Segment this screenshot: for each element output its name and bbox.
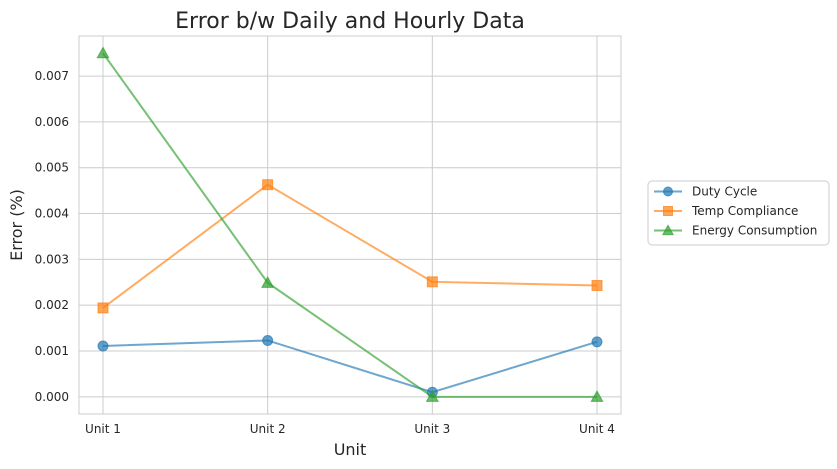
chart-title: Error b/w Daily and Hourly Data [175, 9, 525, 34]
series-energy-consumption [96, 46, 604, 402]
series-duty-cycle [97, 334, 603, 398]
series-line [102, 183, 598, 309]
data-point [591, 279, 603, 291]
x-axis-title: Unit [334, 440, 367, 459]
series-group [96, 46, 604, 402]
legend-label: Duty Cycle [692, 185, 757, 199]
data-point [262, 179, 274, 191]
data-point [96, 46, 110, 59]
data-point [426, 276, 438, 288]
legend-box [647, 180, 830, 246]
data-point [97, 302, 109, 314]
legend-marker [663, 186, 673, 197]
y-axis-title: Error (%) [7, 189, 26, 261]
x-tick-label: Unit 1 [85, 422, 121, 436]
data-point [425, 390, 439, 402]
data-point [262, 334, 274, 346]
data-point [591, 336, 603, 348]
y-tick-label: 0.003 [35, 252, 69, 266]
legend-label: Temp Compliance [691, 204, 798, 218]
legend-item: Temp Compliance [654, 204, 798, 218]
legend-label: Energy Consumption [692, 224, 817, 238]
y-tick-label: 0.001 [35, 344, 69, 358]
legend-item: Duty Cycle [654, 185, 757, 199]
y-tick-label: 0.004 [35, 207, 69, 221]
y-tick-label: 0.000 [35, 390, 69, 404]
y-tick-label: 0.007 [35, 69, 69, 83]
data-point [590, 390, 604, 402]
y-axis-ticks: 0.000 0.001 0.002 0.003 0.004 0.005 0.006 0.007 [35, 69, 69, 404]
legend-marker [663, 206, 673, 216]
series-line [102, 52, 597, 398]
legend: Duty Cycle Temp Compliance Energy Consumpt… [647, 180, 830, 246]
legend-item: Energy Consumption [654, 224, 817, 238]
x-tick-label: Unit 2 [250, 422, 286, 436]
legend-marker [661, 224, 675, 236]
y-tick-label: 0.002 [35, 298, 69, 312]
x-tick-label: Unit 3 [414, 422, 450, 436]
y-tick-label: 0.005 [35, 161, 69, 175]
y-tick-label: 0.006 [35, 115, 69, 129]
grid-lines [79, 36, 621, 414]
x-tick-label: Unit 4 [579, 422, 615, 436]
plot-area [78, 35, 622, 415]
x-axis-ticks: Unit 1 Unit 2 Unit 3 Unit 4 [85, 422, 615, 436]
data-point [97, 340, 109, 352]
data-point [261, 275, 275, 288]
series-line [102, 339, 598, 394]
series-temp-compliance [97, 179, 603, 314]
